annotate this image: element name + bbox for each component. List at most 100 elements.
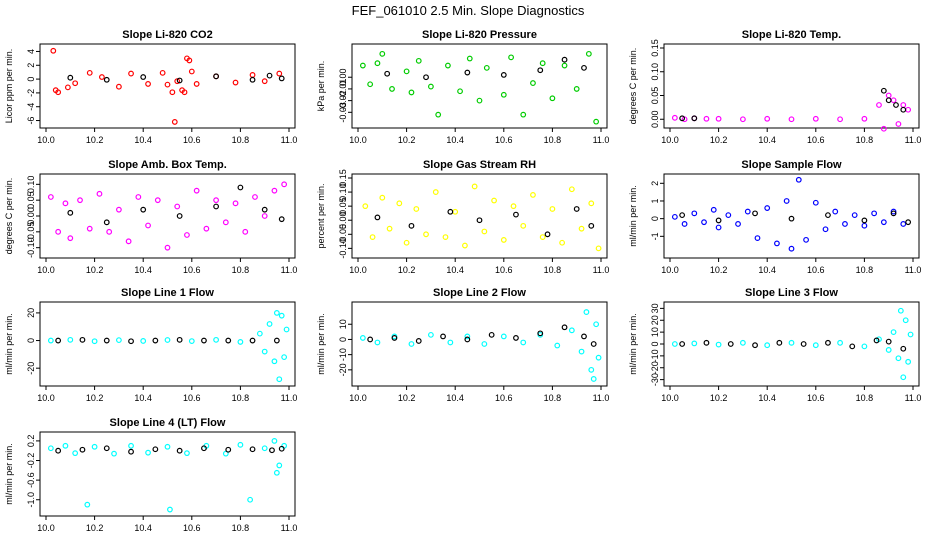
data-point <box>800 341 807 347</box>
data-point <box>861 222 868 229</box>
data-point <box>261 348 268 355</box>
data-point <box>447 208 454 215</box>
data-point <box>273 469 280 476</box>
data-point <box>715 341 722 348</box>
data-point <box>900 221 907 227</box>
y-tick-label: 2 <box>26 63 36 68</box>
x-tick-label: 10.2 <box>86 523 104 533</box>
data-point <box>554 342 561 349</box>
x-tick-label: 10.6 <box>807 393 825 403</box>
y-tick-label: -0.02 <box>338 90 348 111</box>
data-point <box>79 446 86 453</box>
data-point <box>812 342 819 349</box>
data-point <box>145 81 151 87</box>
x-tick-label: 10.4 <box>134 135 152 145</box>
data-point <box>55 337 62 344</box>
data-point <box>67 74 74 81</box>
data-point <box>885 92 892 99</box>
data-point <box>249 446 256 453</box>
data-point <box>140 74 147 80</box>
data-point <box>164 81 171 88</box>
data-point <box>176 336 183 343</box>
data-point <box>740 339 746 346</box>
data-point <box>276 376 283 383</box>
data-point <box>880 125 887 132</box>
data-point <box>283 326 290 333</box>
data-point <box>176 77 183 84</box>
figure-title: FEF_061010 2.5 Min. Slope Diagnostics <box>352 3 585 18</box>
data-point <box>164 443 171 450</box>
panel-title: Slope Gas Stream RH <box>423 159 536 171</box>
data-point <box>201 337 207 344</box>
y-tick-label: -20 <box>26 362 36 375</box>
data-point <box>152 446 159 453</box>
data-point <box>900 345 907 352</box>
data-point <box>432 189 439 195</box>
data-point <box>79 336 86 343</box>
data-point <box>169 89 176 96</box>
x-tick-label: 10.4 <box>134 393 152 403</box>
data-point <box>462 242 468 249</box>
data-point <box>464 333 471 340</box>
x-tick-label: 10.6 <box>183 135 201 145</box>
data-point <box>822 226 829 233</box>
data-point <box>271 358 278 365</box>
data-point <box>188 338 195 344</box>
x-tick-label: 10.6 <box>183 523 201 533</box>
data-point <box>428 83 434 90</box>
data-point <box>86 69 93 76</box>
plot-frame <box>663 43 920 129</box>
data-point <box>900 102 907 108</box>
data-point <box>278 75 285 82</box>
data-point <box>145 222 151 229</box>
data-point <box>184 450 190 457</box>
plot-frame <box>663 301 920 387</box>
data-point <box>893 102 899 108</box>
y-axis-label: degrees C per min. <box>628 48 638 125</box>
x-tick-label: 10.6 <box>495 393 513 403</box>
data-point <box>374 339 381 346</box>
data-point <box>128 448 134 455</box>
data-point <box>281 181 288 188</box>
data-point <box>225 446 232 453</box>
y-axis-label: ml/min per min. <box>316 313 326 375</box>
data-point <box>464 336 471 343</box>
data-point <box>764 342 771 349</box>
data-point <box>188 68 195 75</box>
data-point <box>595 245 602 252</box>
data-point <box>415 338 422 344</box>
data-point <box>278 216 285 223</box>
x-tick-label: 10.4 <box>758 265 776 275</box>
data-point <box>832 208 839 215</box>
data-point <box>588 222 595 229</box>
y-tick-label: 20 <box>650 315 660 325</box>
data-point <box>415 57 422 64</box>
x-tick-label: 10.6 <box>807 265 825 275</box>
panel-title: Slope Line 2 Flow <box>433 287 526 299</box>
panel-title: Slope Amb. Box Temp. <box>108 159 227 171</box>
data-point <box>232 200 239 207</box>
y-tick-label: 0.10 <box>338 183 348 201</box>
data-point <box>84 501 91 508</box>
data-point <box>837 116 843 123</box>
y-tick-label: -10 <box>650 349 660 362</box>
data-point <box>55 447 62 454</box>
y-tick-label: 0.10 <box>650 63 660 81</box>
data-point <box>428 331 434 338</box>
data-point <box>890 97 897 104</box>
y-tick-label: 0.10 <box>26 176 36 194</box>
data-point <box>679 115 686 122</box>
data-point <box>573 206 580 212</box>
data-point <box>128 70 134 77</box>
data-point <box>55 89 62 96</box>
data-point <box>679 212 686 219</box>
data-point <box>764 115 771 122</box>
y-tick-label: -30 <box>650 373 660 386</box>
data-point <box>691 340 698 347</box>
data-point <box>115 83 122 90</box>
data-point <box>269 447 275 454</box>
data-point <box>174 78 181 85</box>
data-point <box>213 197 220 204</box>
data-point <box>261 206 268 213</box>
